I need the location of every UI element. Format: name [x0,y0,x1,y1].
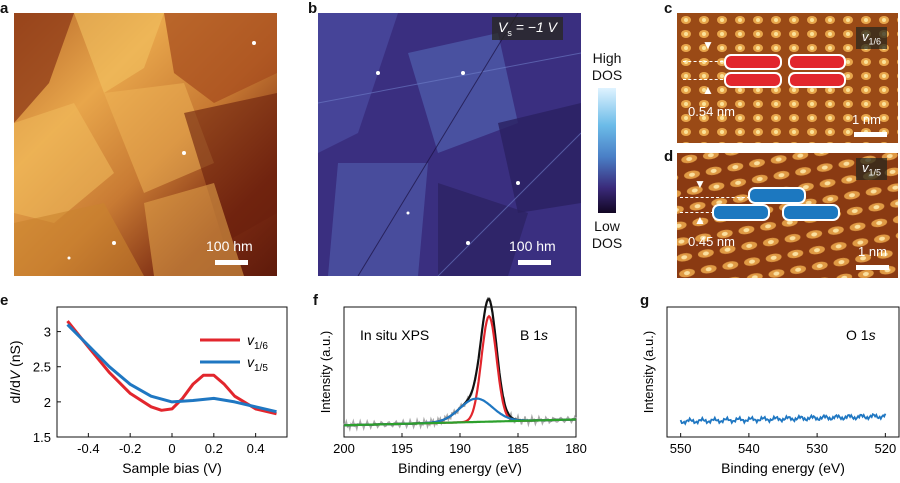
spacing-label-d: 0.45 nm [688,234,735,249]
chart-f-series-component-1 [344,314,577,427]
spacing-label-c: 0.54 nm [688,104,735,119]
dashed-guide-c-bottom [683,79,723,80]
chart-e-legend-label: v1/5 [247,354,268,374]
chart-f: Intensity (a.u.) Binding energy (eV) In … [318,296,587,476]
panel-letter-c: c [664,0,673,17]
panel-letter-b: b [308,0,318,17]
chart-e-legend-label: v1/6 [247,332,268,352]
chart-g-xtick-label: 540 [738,441,760,456]
dashed-guide-c-top [683,61,723,62]
dos-colorbar [598,88,616,213]
panel-letter-g: g [640,292,650,309]
chart-e-xtick-label: 0.4 [247,441,265,456]
chart-e-ylabel: dI/dV (nS) [7,340,23,403]
chart-e-ytick-label: 3 [44,325,51,340]
molecule-pill-c-3 [724,72,782,88]
arrow-up-icon: ▲ [694,213,706,227]
chart-f-series-envelope [344,297,577,427]
arrow-up-icon: ▲ [702,83,714,97]
chart-e-xtick-label: -0.2 [119,441,141,456]
dos-map-svg [318,13,581,276]
chart-f-frame [343,306,577,438]
scalebar-label-b: 100 hm [509,238,556,254]
chart-e: dI/dV (nS) Sample bias (V) -0.4 -0.2 0 0.2 0… [7,306,288,476]
chart-e-ytick-label: 2 [44,395,51,410]
chart-f-annotation-left: In situ XPS [360,327,429,343]
chart-e-frame [56,306,288,438]
chart-e-xtick-label: 0 [168,441,175,456]
panel-letter-a: a [0,0,9,17]
chart-e-ytick-label: 2.5 [33,360,51,375]
chart-f-ylabel: Intensity (a.u.) [318,331,333,413]
chart-g-ylabel: Intensity (a.u.) [641,331,656,413]
chart-f-xtick-label: 200 [333,441,355,456]
phase-tag-d: v1/5 [856,158,888,180]
chart-f-annotation-right: B 1s [520,327,548,343]
arrow-down-icon: ▼ [694,177,706,191]
chart-g-series-O1s [679,412,887,426]
chart-f-series-component-2 [344,397,577,427]
scalebar-c [854,132,887,137]
colorbar-low-label: Low DOS [591,218,623,251]
molecule-pill-c-2 [788,54,846,70]
chart-e-xtick-label: -0.4 [77,441,99,456]
scalebar-a [215,260,248,265]
chart-e-xlabel: Sample bias (V) [122,460,222,476]
arrow-down-icon: ▼ [702,38,714,52]
chart-g-xtick-label: 520 [875,441,897,456]
chart-g-xtick-label: 530 [806,441,828,456]
panel-letter-f: f [313,292,318,309]
colorbar-high-label: High DOS [591,50,623,83]
phase-tag-c: v1/6 [856,27,888,49]
molecule-pill-d-1 [748,187,806,204]
chart-g: Intensity (a.u.) Binding energy (eV) O 1… [641,306,900,476]
chart-g-xtick-label: 550 [670,441,692,456]
molecule-pill-c-1 [724,54,782,70]
chart-f-series-background [344,418,577,427]
chart-g-annotation: O 1s [846,327,876,343]
chart-f-xlabel: Binding energy (eV) [398,460,522,476]
scalebar-label-d: 1 nm [858,244,887,259]
chart-g-frame [666,306,900,438]
molecule-pill-c-4 [788,72,846,88]
scalebar-label-a: 100 hm [206,238,253,254]
chart-f-xtick-label: 185 [507,441,529,456]
afm-topography-svg [14,13,277,276]
dos-map-image [318,13,581,276]
chart-e-xtick-label: 0.2 [205,441,223,456]
panel-letter-e: e [0,292,9,309]
chart-f-series-data [343,296,577,432]
chart-e-series-v1/6 [66,320,277,416]
chart-e-ytick-label: 1.5 [33,430,51,445]
scalebar-b [518,260,551,265]
chart-f-xtick-label: 190 [449,441,471,456]
panel-letter-d: d [664,148,674,165]
chart-f-xtick-label: 180 [565,441,587,456]
scalebar-d [856,265,889,270]
dashed-guide-d-top [680,197,750,198]
molecule-pill-d-3 [782,204,840,221]
afm-topography-image [14,13,277,276]
molecule-pill-d-2 [712,204,770,221]
chart-f-xtick-label: 195 [391,441,413,456]
chart-g-xlabel: Binding energy (eV) [721,460,845,476]
scalebar-label-c: 1 nm [852,112,881,127]
chart-e-series-v1/5 [66,323,277,414]
bias-voltage-label: Vs = −1 V [492,17,563,40]
